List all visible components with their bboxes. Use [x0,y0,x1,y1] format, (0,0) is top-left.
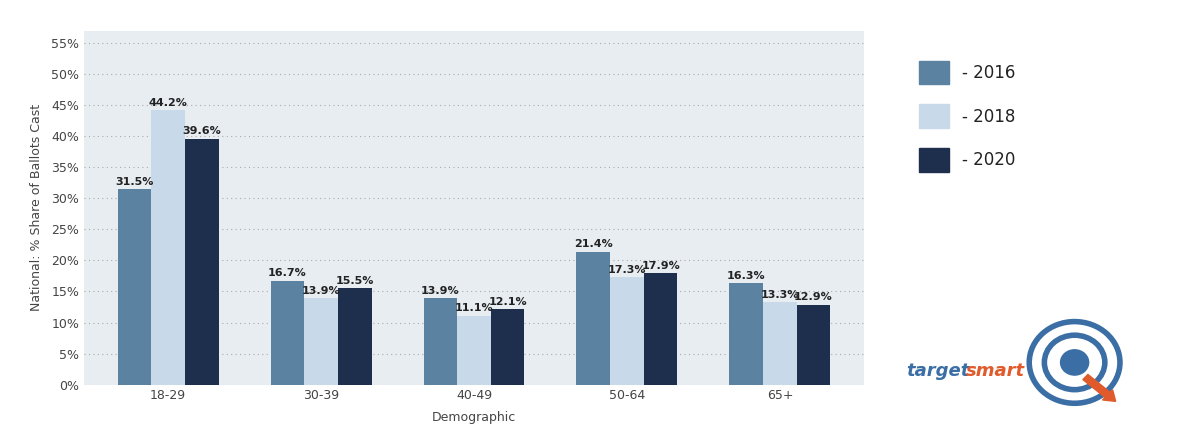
Text: 21.4%: 21.4% [574,239,613,249]
Text: smart: smart [966,362,1025,380]
Bar [270,281,305,385]
Text: 31.5%: 31.5% [115,177,154,187]
Circle shape [1061,350,1088,375]
Text: 17.3%: 17.3% [607,265,646,275]
Bar [730,283,763,385]
Text: 39.6%: 39.6% [182,126,221,137]
Bar [576,252,610,385]
Text: 16.7%: 16.7% [268,268,307,278]
Bar [797,305,830,385]
Bar [185,139,218,385]
Bar [424,298,457,385]
Text: 17.9%: 17.9% [641,261,680,271]
Text: 13.3%: 13.3% [761,290,799,300]
Bar [643,274,678,385]
Bar [457,316,491,385]
Text: 12.9%: 12.9% [794,292,833,302]
Bar [491,309,524,385]
Bar [338,288,372,385]
Text: 16.3%: 16.3% [727,271,766,281]
Bar [763,302,797,385]
Text: 15.5%: 15.5% [336,276,374,286]
Text: 11.1%: 11.1% [455,303,493,313]
Text: 13.9%: 13.9% [301,286,341,296]
Bar [151,110,185,385]
Text: 12.1%: 12.1% [488,297,527,307]
Text: 13.9%: 13.9% [421,286,460,296]
Bar [118,189,151,385]
Bar [610,277,643,385]
Text: target: target [906,362,970,380]
Text: 44.2%: 44.2% [149,98,187,108]
FancyArrow shape [1082,374,1116,401]
Bar [305,298,338,385]
Y-axis label: National: % Share of Ballots Cast: National: % Share of Ballots Cast [30,104,43,311]
X-axis label: Demographic: Demographic [432,411,516,424]
Legend: - 2016, - 2018, - 2020: - 2016, - 2018, - 2020 [911,53,1024,180]
